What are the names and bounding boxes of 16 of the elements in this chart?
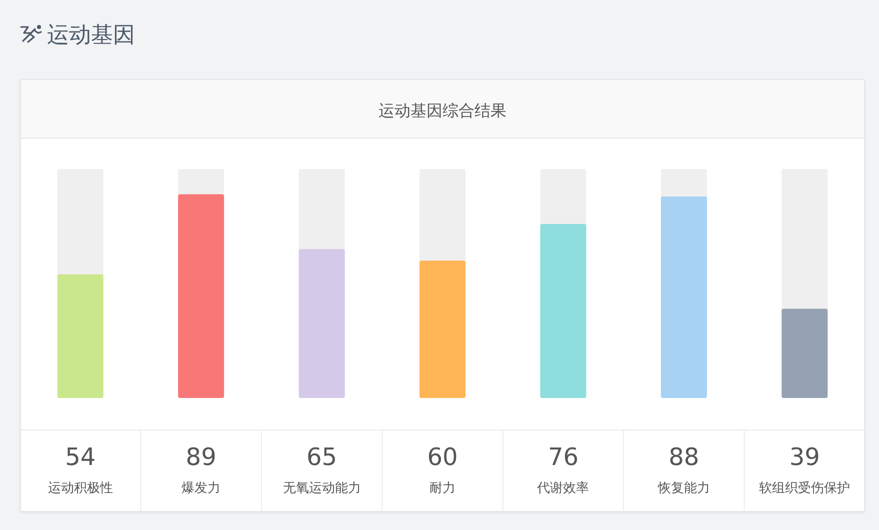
x-tick-label: 代谢效率 — [536, 480, 590, 496]
chart-subtitle: 运动基因综合结果 — [378, 101, 506, 120]
x-tick-label: 耐力 — [430, 481, 456, 496]
chart-title: 运动基因 — [47, 23, 135, 48]
x-tick-label: 无氧运动能力 — [282, 481, 361, 496]
data-label: 54 — [65, 443, 96, 471]
x-tick-label: 恢复能力 — [656, 481, 710, 496]
x-tick-label: 爆发力 — [182, 481, 221, 496]
data-label: 88 — [668, 443, 700, 471]
data-label: 39 — [789, 443, 820, 471]
x-tick-label: 运动积极性 — [48, 481, 113, 496]
x-tick-label: 软组织受伤保护 — [759, 481, 850, 496]
data-label: 89 — [186, 443, 216, 471]
data-label: 60 — [427, 443, 458, 471]
data-label: 76 — [548, 443, 578, 471]
data-label: 65 — [306, 443, 338, 471]
